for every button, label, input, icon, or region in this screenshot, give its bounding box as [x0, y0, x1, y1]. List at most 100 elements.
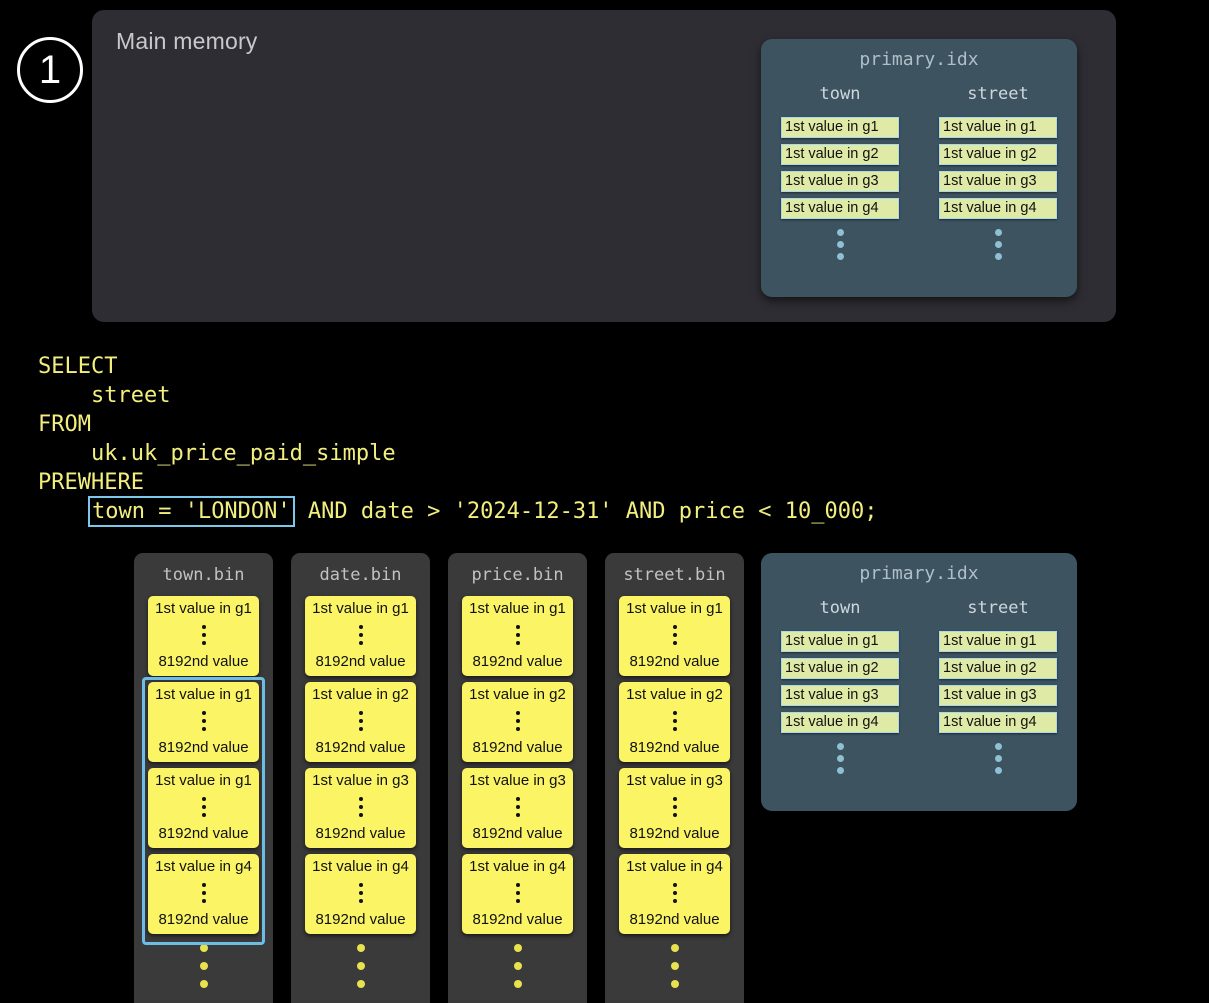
granule-first-value: 1st value in g4 [626, 858, 723, 875]
column-file-title: town.bin [162, 565, 245, 585]
granule-last-value: 8192nd value [315, 911, 406, 928]
vertical-ellipsis-icon [358, 797, 363, 817]
index-cell: 1st value in g2 [939, 658, 1057, 679]
granule-first-value: 1st value in g3 [312, 772, 409, 789]
granule-last-value: 8192nd value [315, 825, 406, 842]
sql-query-block: SELECT street FROM uk.uk_price_paid_simp… [38, 352, 878, 527]
vertical-ellipsis-icon [672, 797, 677, 817]
column-file-price: price.bin 1st value in g1 8192nd value 1… [448, 553, 587, 1003]
index-cell: 1st value in g2 [781, 144, 899, 165]
vertical-ellipsis-icon [358, 711, 363, 731]
granule-block: 1st value in g4 8192nd value [462, 854, 573, 934]
sql-line-projection: street [38, 383, 171, 408]
granule-list: 1st value in g1 8192nd value 1st value i… [462, 596, 573, 934]
vertical-ellipsis-icon [515, 625, 520, 645]
index-cell: 1st value in g3 [939, 171, 1057, 192]
granule-block: 1st value in g3 8192nd value [305, 768, 416, 848]
index-column-header: street [967, 598, 1029, 618]
index-cell: 1st value in g3 [781, 171, 899, 192]
index-column-street: street 1st value in g1 1st value in g2 1… [919, 84, 1077, 260]
index-cell: 1st value in g1 [939, 631, 1057, 652]
vertical-ellipsis-icon [358, 883, 363, 903]
index-cell: 1st value in g4 [939, 712, 1057, 733]
sql-line-from: FROM [38, 412, 91, 437]
granule-last-value: 8192nd value [629, 911, 720, 928]
sql-line-prewhere: PREWHERE [38, 470, 144, 495]
granule-last-value: 8192nd value [472, 739, 563, 756]
index-column-header: town [819, 84, 861, 104]
vertical-ellipsis-icon [201, 625, 206, 645]
granule-first-value: 1st value in g1 [312, 600, 409, 617]
index-cell: 1st value in g4 [781, 712, 899, 733]
granule-last-value: 8192nd value [158, 653, 249, 670]
column-file-street: street.bin 1st value in g1 8192nd value … [605, 553, 744, 1003]
granule-block: 1st value in g3 8192nd value [462, 768, 573, 848]
column-file-title: price.bin [471, 565, 564, 585]
granule-list: 1st value in g1 8192nd value 1st value i… [619, 596, 730, 934]
granule-ellipsis-dots-icon [199, 944, 208, 988]
granule-last-value: 8192nd value [629, 825, 720, 842]
index-column-town: town 1st value in g1 1st value in g2 1st… [761, 598, 919, 774]
index-cell: 1st value in g1 [781, 631, 899, 652]
primary-index-title: primary.idx [859, 49, 979, 70]
granule-block: 1st value in g1 8192nd value [148, 596, 259, 676]
sql-predicate-rest: AND date > '2024-12-31' AND price < 10_0… [294, 499, 878, 524]
vertical-ellipsis-icon [201, 797, 206, 817]
granule-last-value: 8192nd value [472, 653, 563, 670]
primary-index-columns: town 1st value in g1 1st value in g2 1st… [761, 84, 1077, 260]
granule-ellipsis-dots-icon [356, 944, 365, 988]
column-file-title: street.bin [623, 565, 726, 585]
granule-block: 1st value in g1 8192nd value [305, 596, 416, 676]
granule-last-value: 8192nd value [158, 825, 249, 842]
index-cell: 1st value in g3 [939, 685, 1057, 706]
vertical-ellipsis-icon [201, 883, 206, 903]
granule-first-value: 1st value in g3 [469, 772, 566, 789]
index-ellipsis-dots-icon [994, 229, 1002, 260]
granule-block: 1st value in g2 8192nd value [462, 682, 573, 762]
sql-line-select: SELECT [38, 354, 118, 379]
granule-block: 1st value in g2 8192nd value [619, 682, 730, 762]
index-cell: 1st value in g4 [939, 198, 1057, 219]
granule-first-value: 1st value in g2 [469, 686, 566, 703]
main-memory-title: Main memory [116, 28, 258, 54]
granule-first-value: 1st value in g1 [155, 772, 252, 789]
primary-index-panel-memory: primary.idx town 1st value in g1 1st val… [761, 39, 1077, 297]
vertical-ellipsis-icon [515, 797, 520, 817]
vertical-ellipsis-icon [201, 711, 206, 731]
granule-first-value: 1st value in g4 [312, 858, 409, 875]
granule-last-value: 8192nd value [158, 911, 249, 928]
granule-block: 1st value in g1 8192nd value [619, 596, 730, 676]
column-file-title: date.bin [319, 565, 402, 585]
granule-block: 1st value in g4 8192nd value [619, 854, 730, 934]
granule-list: 1st value in g1 8192nd value 1st value i… [142, 596, 265, 945]
index-column-header: town [819, 598, 861, 618]
vertical-ellipsis-icon [515, 711, 520, 731]
granule-last-value: 8192nd value [629, 653, 720, 670]
granule-ellipsis-dots-icon [670, 944, 679, 988]
main-memory-panel: Main memory primary.idx town 1st value i… [92, 10, 1116, 322]
primary-index-title: primary.idx [859, 563, 979, 584]
index-cell: 1st value in g1 [939, 117, 1057, 138]
index-cell: 1st value in g2 [939, 144, 1057, 165]
sql-line-predicate-indent [38, 499, 91, 524]
granule-first-value: 1st value in g1 [626, 600, 723, 617]
granule-block: 1st value in g4 8192nd value [305, 854, 416, 934]
index-column-header: street [967, 84, 1029, 104]
granule-first-value: 1st value in g1 [155, 600, 252, 617]
granule-last-value: 8192nd value [472, 911, 563, 928]
index-ellipsis-dots-icon [836, 743, 844, 774]
index-ellipsis-dots-icon [994, 743, 1002, 774]
granule-first-value: 1st value in g4 [155, 858, 252, 875]
granule-last-value: 8192nd value [629, 739, 720, 756]
granule-block: 1st value in g3 8192nd value [619, 768, 730, 848]
index-cell: 1st value in g2 [781, 658, 899, 679]
granule-block: 1st value in g2 8192nd value [305, 682, 416, 762]
granule-block: 1st value in g1 8192nd value [148, 768, 259, 848]
granule-first-value: 1st value in g2 [312, 686, 409, 703]
index-cell: 1st value in g4 [781, 198, 899, 219]
granule-first-value: 1st value in g3 [626, 772, 723, 789]
index-ellipsis-dots-icon [836, 229, 844, 260]
granule-last-value: 8192nd value [472, 825, 563, 842]
granule-last-value: 8192nd value [315, 739, 406, 756]
